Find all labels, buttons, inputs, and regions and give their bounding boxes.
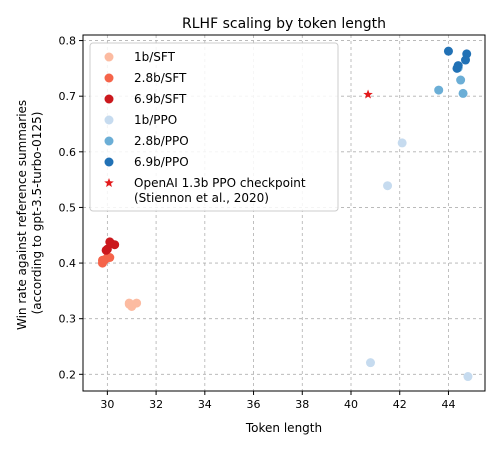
legend-entry: 6.9b/SFT bbox=[134, 92, 187, 106]
data-point bbox=[365, 358, 375, 368]
legend-entry: OpenAI 1.3b PPO checkpoint (Stiennon et a… bbox=[134, 176, 306, 205]
y-tick-label: 0.8 bbox=[59, 35, 77, 48]
x-tick-label: 36 bbox=[247, 398, 261, 411]
legend: 1b/SFT 2.8b/SFT 6.9b/SFT 1b/PPO 2.8b/PPO 6.9b… bbox=[89, 42, 339, 212]
legend-entry: 2.8b/SFT bbox=[134, 71, 187, 85]
legend-entry: 1b/PPO bbox=[134, 113, 177, 127]
x-tick-label: 40 bbox=[344, 398, 358, 411]
x-axis-ticks: 30 32 34 36 38 40 42 44 bbox=[100, 391, 455, 411]
chart-title: RLHF scaling by token length bbox=[182, 16, 386, 32]
legend-entry-line: OpenAI 1.3b PPO checkpoint bbox=[134, 176, 306, 190]
legend-marker bbox=[104, 94, 114, 104]
y-tick-label: 0.2 bbox=[59, 368, 77, 381]
y-axis-label: Win rate against reference summaries (ac… bbox=[15, 96, 44, 330]
data-point bbox=[443, 46, 453, 56]
y-axis-label-line-1: Win rate against reference summaries bbox=[15, 100, 29, 330]
data-point bbox=[456, 75, 466, 85]
data-point bbox=[397, 138, 407, 148]
data-point-star bbox=[363, 89, 373, 99]
data-point bbox=[101, 245, 111, 255]
data-point bbox=[461, 55, 471, 65]
legend-marker bbox=[104, 136, 114, 146]
data-point bbox=[434, 85, 444, 95]
legend-entry: 6.9b/PPO bbox=[134, 155, 189, 169]
legend-marker bbox=[104, 73, 114, 83]
legend-entry-line: (Stiennon et al., 2020) bbox=[134, 191, 269, 205]
y-tick-label: 0.6 bbox=[59, 146, 77, 159]
data-point bbox=[383, 181, 393, 191]
legend-box bbox=[89, 42, 339, 212]
data-points bbox=[97, 46, 473, 382]
x-tick-label: 32 bbox=[149, 398, 163, 411]
legend-entry: 1b/SFT bbox=[134, 50, 176, 64]
data-point bbox=[458, 88, 468, 98]
x-tick-label: 34 bbox=[198, 398, 212, 411]
x-tick-label: 38 bbox=[295, 398, 309, 411]
y-axis-label-line-2: (according to gpt-3.5-turbo-0125) bbox=[30, 112, 44, 315]
legend-entry: 2.8b/PPO bbox=[134, 134, 189, 148]
legend-marker-star bbox=[104, 178, 114, 188]
data-point bbox=[106, 239, 116, 249]
y-tick-label: 0.5 bbox=[59, 201, 77, 214]
x-tick-label: 42 bbox=[393, 398, 407, 411]
legend-marker bbox=[104, 52, 114, 62]
data-point bbox=[452, 63, 462, 73]
y-tick-label: 0.7 bbox=[59, 90, 77, 103]
plot-area-frame bbox=[82, 34, 486, 392]
data-point bbox=[124, 299, 134, 309]
legend-marker bbox=[104, 157, 114, 167]
x-tick-label: 44 bbox=[441, 398, 455, 411]
y-tick-label: 0.4 bbox=[59, 257, 77, 270]
legend-marker bbox=[104, 115, 114, 125]
data-point bbox=[463, 372, 473, 382]
data-point bbox=[100, 255, 110, 265]
x-axis-label: Token length bbox=[245, 421, 322, 435]
y-tick-label: 0.3 bbox=[59, 313, 77, 326]
y-axis-ticks: 0.2 0.3 0.4 0.5 0.6 0.7 0.8 bbox=[59, 35, 83, 381]
x-tick-label: 30 bbox=[100, 398, 114, 411]
